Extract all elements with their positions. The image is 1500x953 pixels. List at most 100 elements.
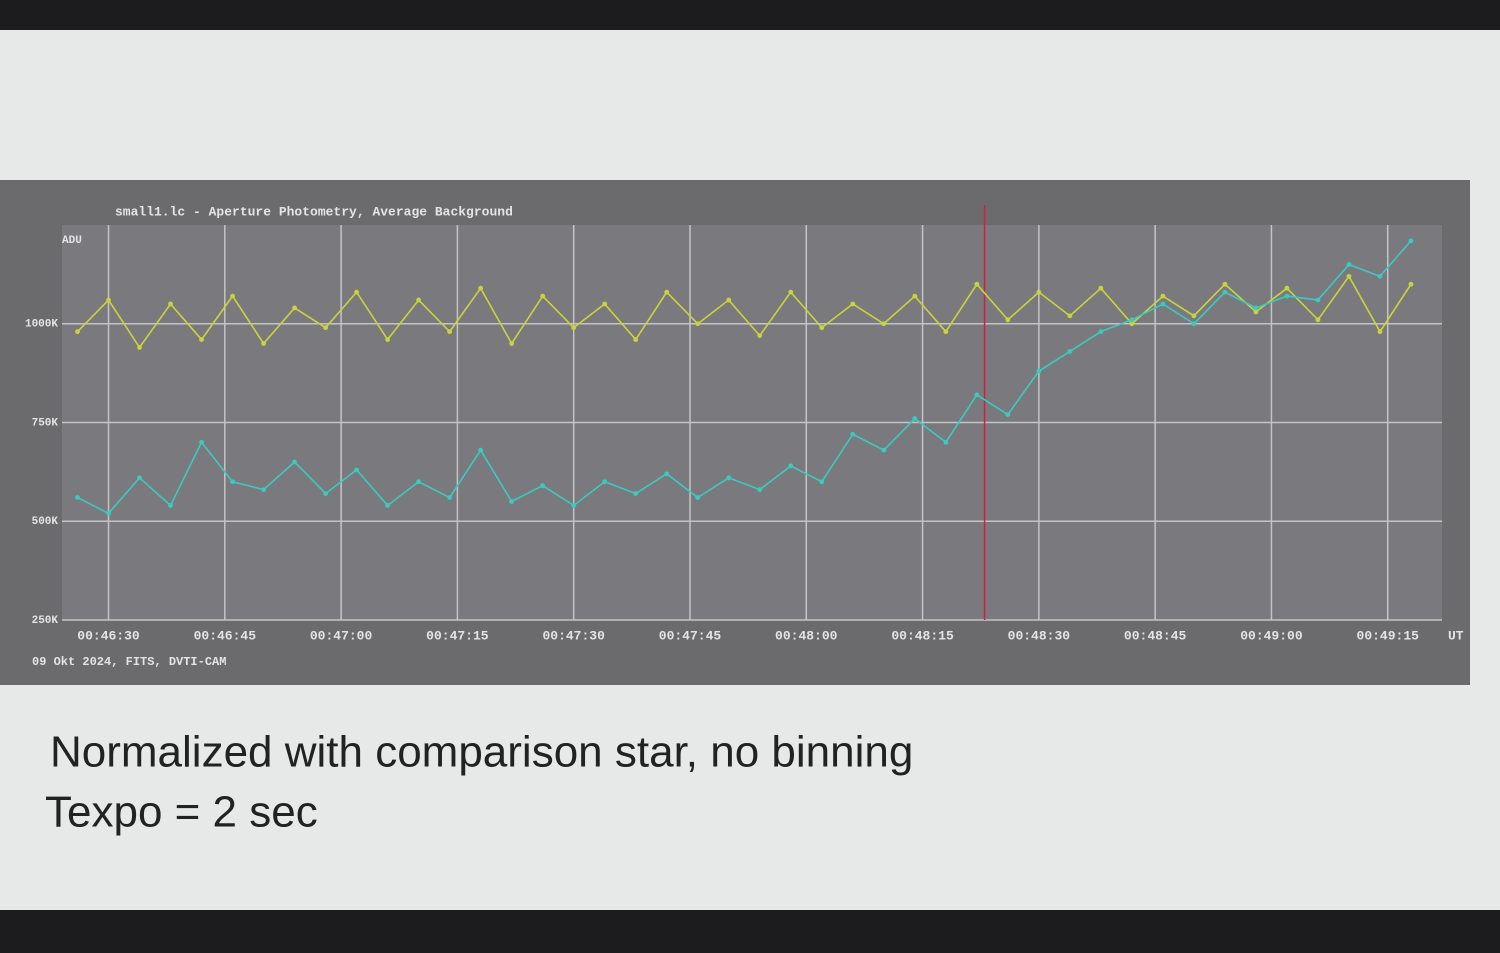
data-point	[726, 475, 732, 481]
data-point	[974, 281, 980, 287]
data-point	[416, 297, 422, 303]
data-point	[1005, 412, 1011, 417]
data-point	[571, 503, 577, 508]
chart-title: small1.lc - Aperture Photometry, Average…	[115, 204, 513, 219]
data-point	[199, 439, 204, 445]
data-point	[354, 467, 360, 473]
data-point	[1129, 317, 1135, 323]
data-point	[633, 491, 639, 496]
data-point	[385, 503, 391, 508]
footer: 09 Okt 2024, FITS, DVTI-CAM	[32, 655, 226, 669]
data-point	[1098, 329, 1104, 335]
data-point	[261, 341, 266, 346]
data-point	[819, 325, 825, 331]
x-tick-label: 00:47:45	[659, 628, 722, 643]
data-point	[1346, 273, 1352, 279]
data-point	[664, 471, 670, 477]
x-tick-label: 00:49:15	[1357, 628, 1420, 643]
data-point	[199, 337, 204, 342]
data-point	[447, 495, 453, 500]
series-line	[76, 274, 1412, 349]
y-tick-label: 1000K	[25, 319, 58, 331]
data-point	[1036, 289, 1042, 295]
data-point	[1160, 301, 1166, 307]
data-point	[478, 285, 484, 291]
data-point	[974, 392, 980, 398]
data-point	[292, 305, 297, 311]
data-point	[1315, 317, 1321, 323]
y-tick-label: 750K	[32, 417, 59, 429]
x-tick-label: 00:47:15	[426, 628, 489, 643]
data-point	[757, 487, 763, 493]
data-point	[478, 447, 484, 453]
data-point	[943, 439, 949, 445]
data-point	[1253, 305, 1259, 311]
data-point	[540, 293, 546, 299]
x-tick-label: 00:47:30	[542, 628, 605, 643]
data-point	[1098, 285, 1104, 291]
data-point	[943, 329, 949, 335]
data-point	[447, 329, 453, 335]
subcaption: Texpo = 2 sec	[45, 788, 318, 837]
data-point	[788, 463, 794, 469]
data-point	[1346, 262, 1352, 267]
data-point	[168, 301, 173, 307]
x-tick-label: 00:49:00	[1240, 628, 1303, 643]
series-line	[77, 240, 1412, 515]
data-point	[292, 459, 297, 465]
data-point	[633, 337, 639, 342]
data-point	[230, 479, 235, 485]
data-point	[881, 321, 887, 327]
x-tick-label: 00:46:45	[194, 628, 257, 643]
data-point	[540, 483, 546, 489]
data-point	[881, 447, 887, 453]
x-tick-label: 00:48:45	[1124, 628, 1187, 643]
data-point	[385, 337, 391, 342]
data-point	[261, 487, 266, 493]
data-point	[106, 510, 111, 516]
x-tick-label: 00:47:00	[310, 628, 373, 643]
data-point	[1222, 281, 1228, 287]
data-point	[602, 479, 608, 485]
data-point	[695, 321, 701, 327]
x-tick-label: 00:46:30	[77, 628, 140, 643]
data-point	[416, 479, 422, 485]
data-point	[1005, 317, 1011, 323]
data-point	[137, 475, 142, 481]
data-point	[1036, 368, 1042, 374]
y-axis-label: ADU	[62, 235, 82, 247]
data-point	[1253, 309, 1259, 315]
data-point	[695, 495, 701, 500]
data-point	[106, 297, 111, 303]
data-point	[1191, 313, 1197, 319]
data-point	[912, 293, 918, 299]
data-point	[137, 345, 142, 350]
x-tick-label: 00:48:30	[1008, 628, 1071, 643]
data-point	[788, 289, 794, 295]
data-point	[726, 297, 732, 303]
data-point	[354, 289, 360, 295]
y-tick-label: 500K	[32, 516, 59, 528]
data-point	[1377, 329, 1383, 335]
data-point	[664, 289, 670, 295]
data-point	[1129, 321, 1135, 327]
data-point	[850, 301, 856, 307]
data-point	[1067, 349, 1073, 354]
data-point	[1315, 297, 1321, 303]
data-point	[323, 325, 328, 331]
caption: Normalized with comparison star, no binn…	[50, 728, 913, 777]
data-point	[1284, 293, 1290, 299]
data-point	[1408, 238, 1414, 244]
data-point	[1222, 289, 1228, 295]
data-point	[571, 325, 577, 331]
data-point	[757, 333, 763, 338]
x-axis-label: UT	[1448, 628, 1464, 643]
data-point	[1377, 273, 1383, 279]
data-point	[323, 491, 328, 496]
data-point	[1284, 285, 1290, 291]
data-point	[819, 479, 825, 485]
data-point	[1160, 293, 1166, 299]
data-point	[912, 416, 918, 421]
data-point	[602, 301, 608, 307]
